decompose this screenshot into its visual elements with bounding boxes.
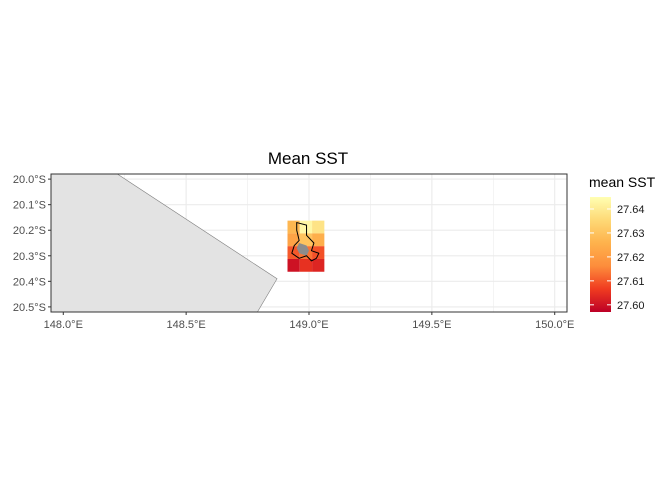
reef-layer <box>291 222 320 262</box>
sst-cell <box>299 258 313 272</box>
y-tick-label: 20.2°S <box>13 225 46 237</box>
y-tick-label: 20.5°S <box>13 302 46 314</box>
chart-title: Mean SST <box>268 149 348 168</box>
grid-lines <box>51 174 567 312</box>
reef-outline <box>291 222 320 262</box>
sst-cell <box>287 258 300 272</box>
legend-tick-label: 27.63 <box>617 228 645 240</box>
y-tick-label: 20.1°S <box>13 200 46 212</box>
y-tick-label: 20.3°S <box>13 251 46 263</box>
y-tick-label: 20.4°S <box>13 276 46 288</box>
legend-colorbar <box>590 197 611 312</box>
legend-title: mean SST <box>589 174 656 190</box>
sst-cell <box>287 246 300 259</box>
legend-tick-label: 27.61 <box>617 276 645 288</box>
y-axis: 20.0°S 20.1°S 20.2°S 20.3°S 20.4°S 20.5°S <box>13 174 51 314</box>
land-layer <box>51 174 278 312</box>
sst-cell <box>299 233 313 247</box>
y-tick-label: 20.0°S <box>13 174 46 186</box>
color-legend: mean SST 27.64 27.63 27.62 27.61 27.60 <box>589 174 656 312</box>
legend-tick-label: 27.64 <box>617 204 645 216</box>
reef-fill <box>296 243 309 256</box>
sst-cell <box>299 220 313 234</box>
map-panel <box>50 173 568 313</box>
x-axis: 148.0°E 148.5°E 149.0°E 149.5°E 150.0°E <box>44 312 574 331</box>
legend-tick-label: 27.60 <box>617 300 645 312</box>
land-polygon <box>51 174 278 312</box>
sst-cell <box>312 220 325 234</box>
x-tick-label: 149.0°E <box>289 319 328 331</box>
sst-cell <box>312 258 325 272</box>
x-tick-label: 148.0°E <box>44 319 83 331</box>
legend-tick-label: 27.62 <box>617 252 645 264</box>
x-tick-label: 150.0°E <box>535 319 574 331</box>
x-tick-label: 149.5°E <box>412 319 451 331</box>
legend-ticks: 27.64 27.63 27.62 27.61 27.60 <box>590 204 645 312</box>
sst-cell <box>312 233 325 247</box>
x-tick-label: 148.5°E <box>167 319 206 331</box>
